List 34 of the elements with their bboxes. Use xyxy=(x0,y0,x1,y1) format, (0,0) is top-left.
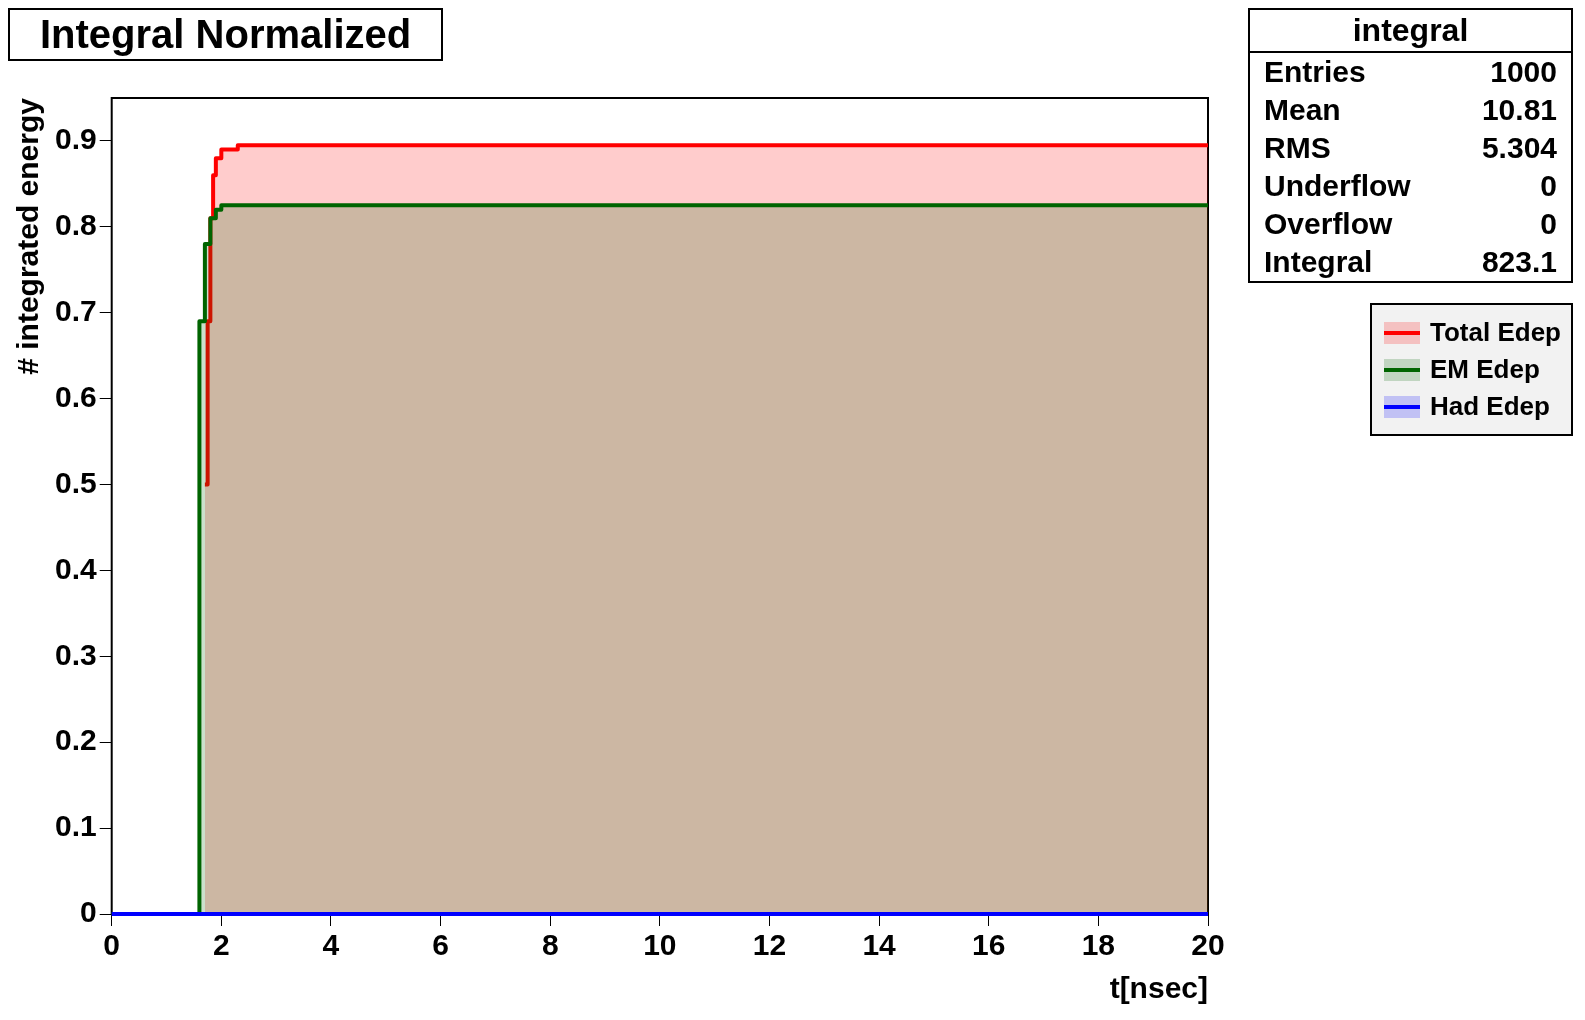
text: integral xyxy=(1250,10,1571,53)
y-tick-label: 0.5 xyxy=(54,465,97,499)
x-tick-label: 14 xyxy=(862,928,897,962)
y-tick-label: 0.1 xyxy=(54,809,97,843)
x-tick-label: 4 xyxy=(322,928,340,962)
x-tick-label: 20 xyxy=(1191,928,1225,962)
x-tick-label: 2 xyxy=(212,928,230,962)
text: Underflow 0 xyxy=(1264,169,1557,202)
text: Entries 1000 xyxy=(1264,55,1557,88)
y-tick-label: 0.7 xyxy=(54,294,97,327)
x-tick-label: 16 xyxy=(972,928,1006,962)
y-tick-label: 0.2 xyxy=(54,723,97,757)
text: RMS 5.304 xyxy=(1264,131,1557,164)
legend-label: Had Edep xyxy=(1430,391,1550,422)
y-tick-label: 0.3 xyxy=(54,637,97,671)
text: Overflow 0 xyxy=(1264,207,1557,240)
x-tick-label: 0 xyxy=(103,928,121,962)
y-tick-label: 0.6 xyxy=(54,379,97,413)
text: Mean 10.81 xyxy=(1264,93,1557,126)
y-tick-label: 0.9 xyxy=(54,122,97,156)
chart-title: Integral Normalized xyxy=(8,8,444,61)
y-axis-title: # integrated energy xyxy=(11,97,45,375)
x-axis-title: t[nsec] xyxy=(1109,971,1208,1005)
text: Integral 823.1 xyxy=(1264,245,1557,278)
x-tick-label: 8 xyxy=(541,928,559,962)
y-tick-label: 0.8 xyxy=(54,208,97,242)
legend-label: EM Edep xyxy=(1430,354,1540,385)
y-tick-label: 0 xyxy=(80,895,97,929)
x-tick-label: 6 xyxy=(432,928,449,962)
x-tick-label: 10 xyxy=(643,928,677,962)
x-tick-label: 18 xyxy=(1081,928,1116,962)
x-tick-label: 12 xyxy=(752,928,787,962)
y-tick-label: 0.4 xyxy=(54,551,97,585)
legend-label: Total Edep xyxy=(1430,317,1561,348)
